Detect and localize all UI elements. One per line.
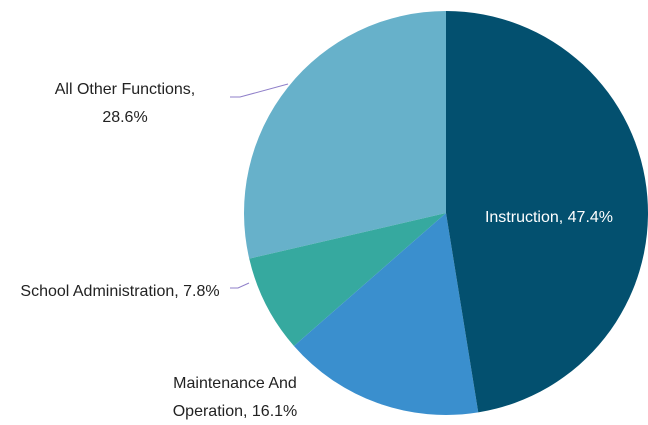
pie-slice	[244, 10, 446, 259]
pie-slice	[293, 213, 479, 416]
data-label: Instruction, 47.4%	[484, 209, 614, 226]
pie-slice	[446, 11, 648, 413]
leader-line	[230, 282, 250, 289]
data-label: School Administration, 7.8%	[20, 283, 220, 300]
pie-slice	[249, 213, 446, 346]
data-label: Maintenance And Operation, 16.1%	[172, 375, 298, 420]
data-label: All Other Functions, 28.6%	[54, 81, 196, 126]
leader-line	[230, 83, 289, 98]
